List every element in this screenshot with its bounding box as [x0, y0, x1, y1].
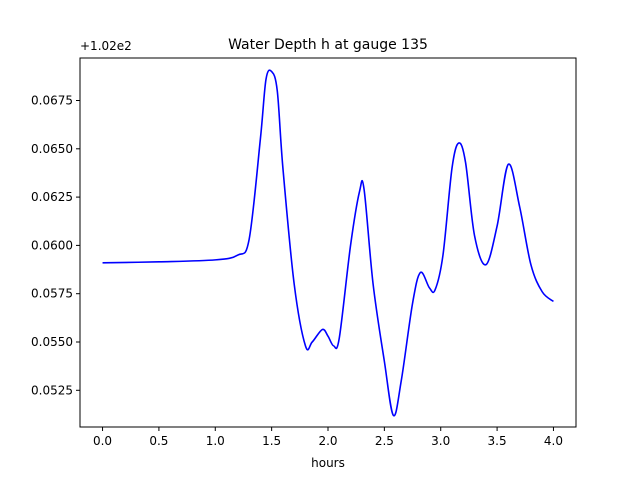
x-tick-label: 3.0 [431, 434, 450, 448]
y-tick-label: 0.0650 [31, 142, 73, 156]
y-tick-label: 0.0550 [31, 335, 73, 349]
x-axis: 0.0 0.5 1.0 1.5 2.0 2.5 3.0 3.5 4.0 [93, 427, 563, 448]
x-tick-label: 2.0 [318, 434, 337, 448]
x-tick-label: 1.5 [262, 434, 281, 448]
y-tick-label: 0.0600 [31, 238, 73, 252]
x-tick-label: 2.5 [375, 434, 394, 448]
y-offset-label: +1.02e2 [80, 39, 132, 53]
x-tick-label: 0.5 [149, 434, 168, 448]
series-line-0 [102, 69, 554, 417]
x-tick-label: 3.5 [488, 434, 507, 448]
chart-title: Water Depth h at gauge 135 [228, 37, 428, 53]
y-tick-label: 0.0525 [31, 383, 73, 397]
x-axis-label: hours [311, 456, 345, 470]
y-tick-label: 0.0625 [31, 190, 73, 204]
x-tick-label: 1.0 [206, 434, 225, 448]
y-tick-label: 0.0675 [31, 94, 73, 108]
y-tick-label: 0.0575 [31, 287, 73, 301]
x-tick-label: 0.0 [93, 434, 112, 448]
y-axis: 0.0525 0.0550 0.0575 0.0600 0.0625 0.0650 0.06… [31, 94, 80, 397]
x-tick-label: 4.0 [544, 434, 563, 448]
